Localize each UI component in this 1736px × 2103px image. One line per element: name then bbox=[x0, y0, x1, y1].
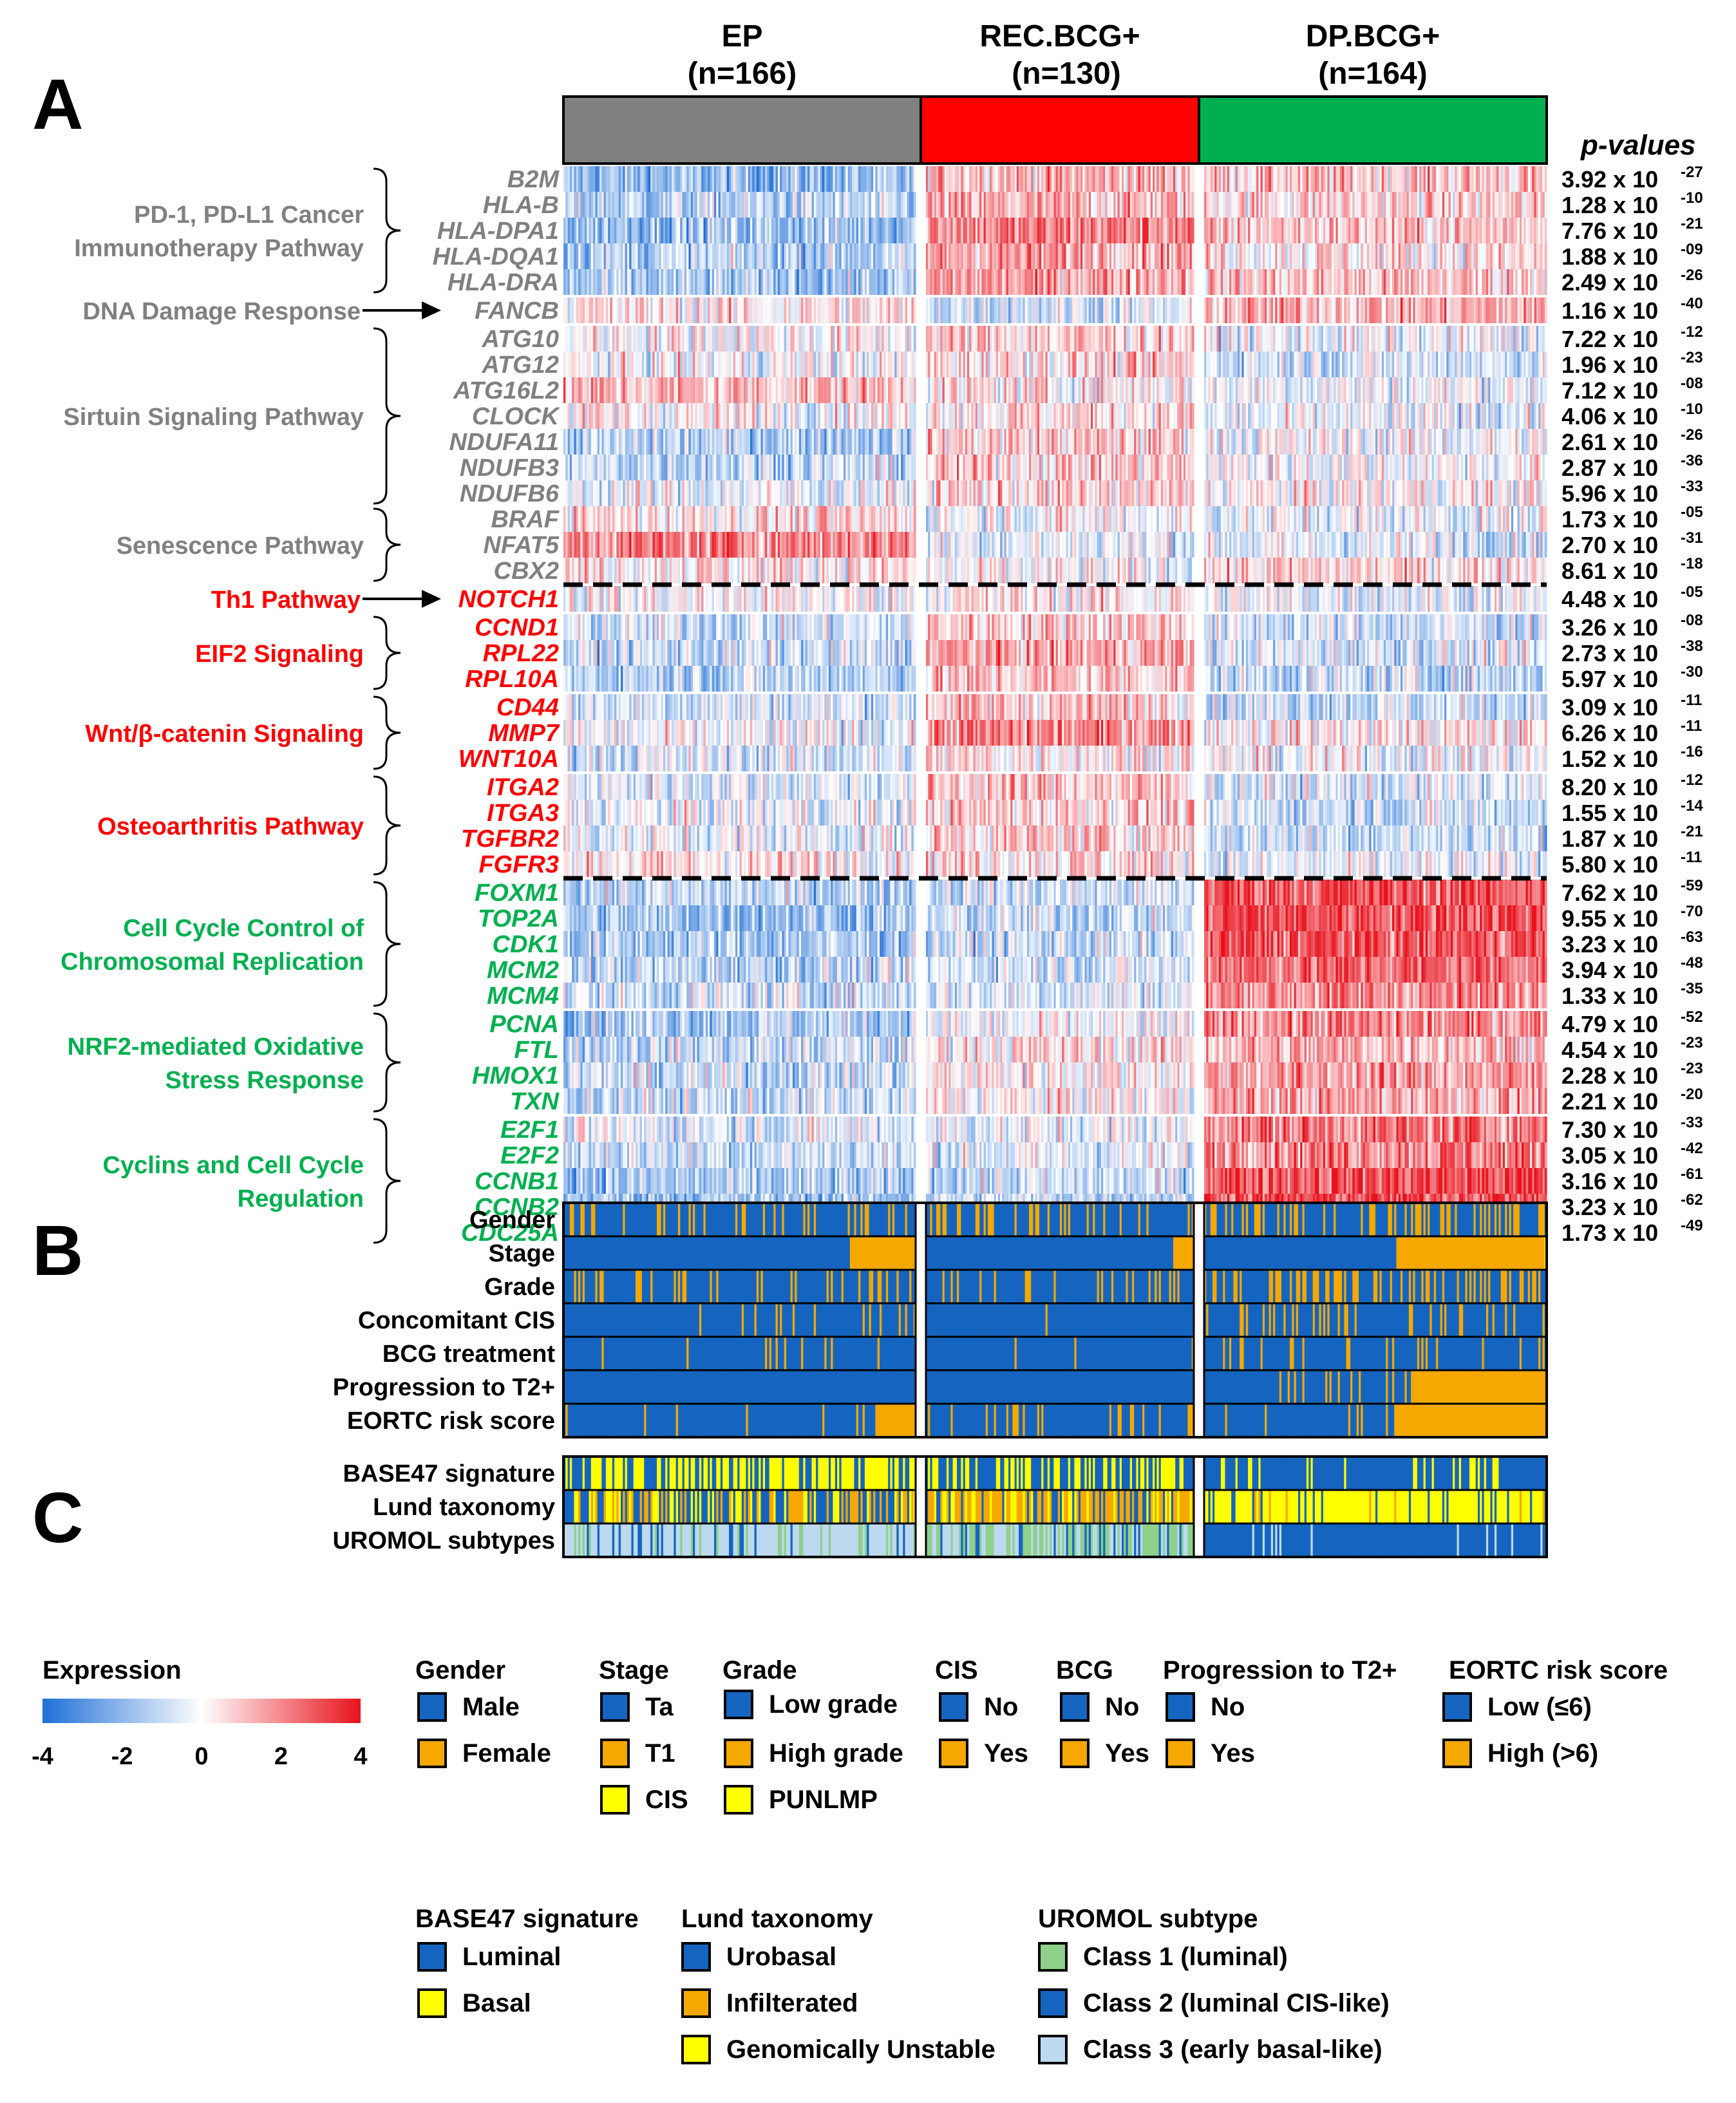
heatmap-cell bbox=[914, 166, 916, 192]
heatmap-row bbox=[563, 243, 1547, 269]
heatmap-row bbox=[563, 192, 1547, 218]
heatmap-row bbox=[563, 166, 1547, 192]
panel-label-A: A bbox=[32, 65, 83, 144]
heatmap-cell bbox=[1192, 243, 1194, 269]
group-bar bbox=[563, 97, 921, 164]
group-n: (n=166) bbox=[688, 57, 797, 91]
group-n: (n=164) bbox=[1318, 57, 1427, 91]
panel-label-B: B bbox=[32, 1211, 83, 1290]
heatmap-row bbox=[563, 218, 1547, 243]
group-label: DP.BCG+ bbox=[1306, 19, 1440, 53]
group-label: EP bbox=[721, 19, 762, 53]
heatmap-cell bbox=[914, 218, 916, 243]
group-bar bbox=[1199, 97, 1547, 164]
heatmap-cell bbox=[914, 192, 916, 218]
heatmap-cell bbox=[1192, 218, 1194, 243]
heatmap-cell bbox=[1545, 166, 1547, 192]
heatmap-cell bbox=[1545, 192, 1547, 218]
heatmap-cell bbox=[914, 243, 916, 269]
figure: A B C EP (n=166) REC.BCG+ (n=130) DP.BCG+ (n=16… bbox=[0, 0, 1736, 2103]
pvalues-header: p-values bbox=[1580, 129, 1696, 161]
heatmap-cell bbox=[1192, 192, 1194, 218]
heatmap-cell bbox=[1192, 166, 1194, 192]
panel-label-C: C bbox=[32, 1478, 83, 1558]
group-n: (n=130) bbox=[1012, 57, 1120, 91]
heatmap-cell bbox=[1545, 218, 1547, 243]
group-label: REC.BCG+ bbox=[979, 19, 1140, 53]
group-bar bbox=[921, 97, 1199, 164]
